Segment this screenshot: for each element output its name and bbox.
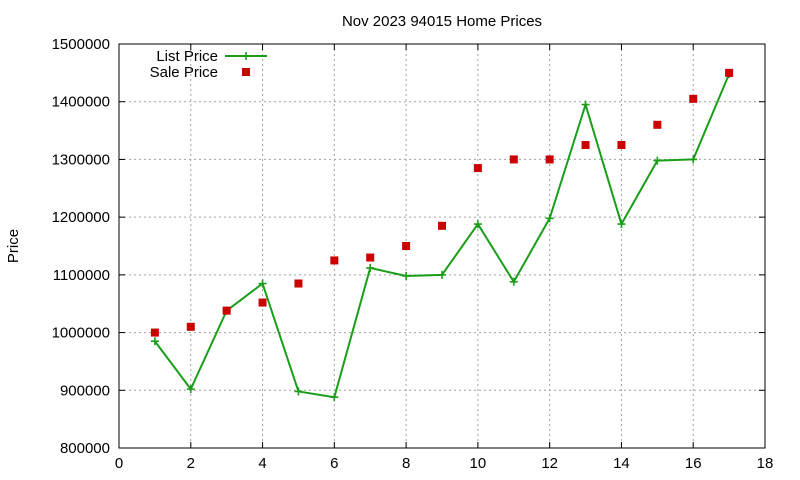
- y-tick-label: 1200000: [52, 209, 110, 226]
- data-point: [509, 277, 518, 286]
- y-tick-label: 1000000: [52, 325, 110, 342]
- chart-title: Nov 2023 94015 Home Prices: [342, 13, 542, 30]
- data-point: [330, 393, 339, 402]
- data-point: [366, 253, 375, 262]
- data-point: [150, 337, 159, 346]
- x-tick-label: 8: [402, 455, 410, 472]
- data-point: [473, 220, 482, 229]
- data-point: [366, 263, 375, 272]
- data-point: [150, 328, 159, 337]
- data-point: [545, 214, 554, 223]
- y-tick-label: 1100000: [53, 267, 110, 284]
- data-point: [330, 256, 339, 265]
- data-point: [402, 242, 411, 250]
- data-point: [653, 156, 662, 165]
- y-tick-label: 1400000: [52, 94, 110, 111]
- x-tick-label: 6: [330, 455, 338, 472]
- legend-marker: [242, 52, 250, 60]
- data-point: [186, 322, 195, 331]
- x-tick-label: 2: [187, 455, 195, 472]
- plot-frame: [118, 43, 766, 449]
- x-tick-label: 18: [757, 455, 774, 472]
- x-tick-label: 4: [258, 455, 266, 472]
- series-sale-price: [150, 68, 734, 337]
- data-point: [617, 220, 626, 229]
- legend-marker: [242, 68, 250, 76]
- x-tick-label: 12: [541, 455, 558, 472]
- data-point: [402, 272, 411, 281]
- y-tick-label: 1300000: [52, 151, 110, 168]
- data-point: [725, 68, 734, 77]
- axis-ticks: 0 2 4 6 8 10 12 14 16 18 800000 900000 1000000 110000…: [52, 36, 774, 472]
- x-tick-label: 0: [115, 455, 123, 472]
- data-point: [581, 100, 590, 109]
- data-point: [294, 279, 303, 288]
- grid: [119, 44, 765, 448]
- data-point: [653, 120, 662, 129]
- data-point: [258, 279, 267, 288]
- legend-label: List Price: [156, 48, 218, 65]
- series: [150, 68, 734, 402]
- data-point: [258, 298, 267, 307]
- y-tick-label: 1500000: [52, 36, 110, 53]
- legend-label: Sale Price: [150, 64, 218, 81]
- data-point: [186, 385, 195, 394]
- data-point: [294, 387, 303, 396]
- series-line: [154, 73, 731, 399]
- data-point: [473, 164, 482, 173]
- data-point: [438, 270, 446, 279]
- data-point: [581, 141, 590, 149]
- series-list-price: [150, 70, 734, 402]
- data-point: [545, 155, 554, 164]
- data-point: [689, 94, 698, 103]
- x-tick-label: 16: [685, 455, 702, 472]
- data-point: [222, 306, 231, 315]
- data-point: [438, 221, 446, 230]
- data-point: [617, 141, 626, 149]
- data-point: [509, 155, 518, 164]
- y-tick-label: 900000: [60, 382, 110, 399]
- data-point: [689, 155, 698, 164]
- y-tick-label: 800000: [60, 440, 110, 457]
- y-axis-label: Price: [5, 229, 22, 263]
- x-tick-label: 14: [613, 455, 630, 472]
- x-tick-label: 10: [470, 455, 487, 472]
